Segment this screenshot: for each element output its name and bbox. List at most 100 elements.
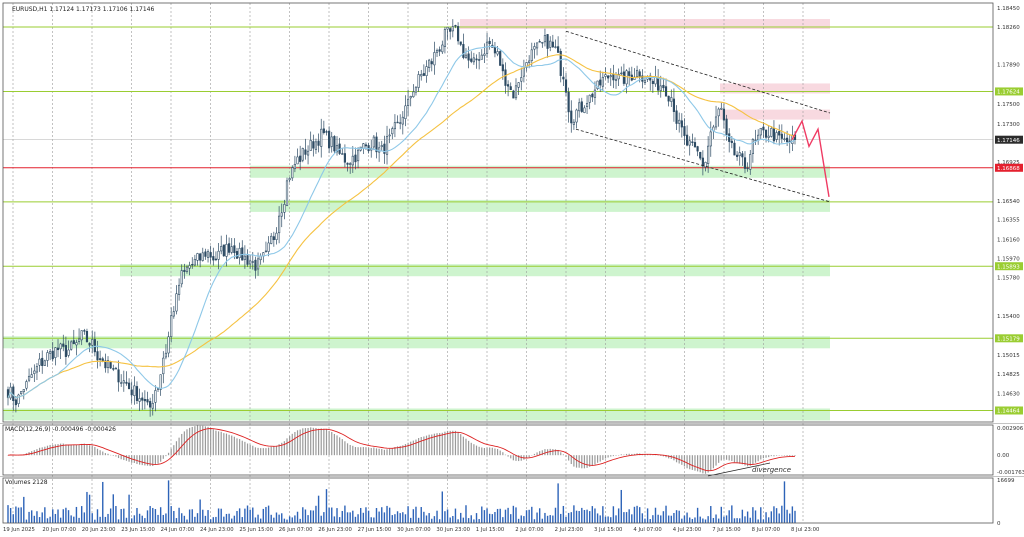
volume-bar (157, 514, 159, 523)
candle-body (778, 131, 781, 136)
macd-bar (283, 441, 285, 456)
macd-bar (267, 447, 270, 456)
volume-bar (46, 518, 49, 523)
macd-bar (720, 455, 722, 461)
volume-bar (615, 515, 617, 523)
volume-bar (394, 514, 396, 523)
candle-body (583, 107, 586, 113)
volume-bar (244, 508, 246, 523)
volume-bar (594, 508, 596, 523)
macd-bar (352, 445, 354, 456)
macd-bar (449, 430, 451, 456)
macd-bar (718, 455, 720, 463)
candle-body (93, 339, 96, 353)
volume-bar (694, 517, 696, 523)
macd-bar (702, 455, 704, 474)
candle-body (612, 74, 615, 81)
volume-bar (578, 511, 580, 523)
volume-bar (536, 512, 538, 523)
macd-bar (323, 428, 325, 456)
candle-body (528, 60, 531, 63)
volume-bar (465, 505, 467, 523)
macd-bar (523, 455, 525, 460)
candle-body (364, 144, 368, 147)
macd-bar (602, 455, 604, 460)
candle-body (754, 139, 757, 142)
volume-bar (391, 515, 393, 523)
macd-bar (67, 444, 70, 456)
volume-bar (396, 511, 399, 523)
volume-bar (746, 511, 749, 523)
volume-bar (496, 508, 499, 523)
time-tick-label: 8 Jul 23:00 (791, 527, 820, 533)
volume-bar (538, 508, 541, 523)
macd-bar (260, 448, 262, 456)
candle-body (104, 360, 107, 369)
candle-body (109, 361, 112, 369)
macd-bar (623, 454, 625, 456)
volume-bar (631, 514, 633, 523)
candle-body (172, 311, 175, 317)
macd-bar (96, 448, 99, 456)
frames-layer (0, 2, 1024, 524)
macd-bar (689, 455, 691, 470)
candle-body (451, 26, 454, 32)
volume-bar (633, 506, 636, 523)
volume-bar (686, 512, 688, 523)
volume-bar (283, 518, 286, 523)
candle-body (567, 91, 570, 113)
volume-bar (275, 512, 278, 523)
volume-bar (662, 511, 665, 523)
macd-bar (252, 445, 254, 456)
volume-bar (346, 512, 349, 523)
macd-bar (160, 455, 162, 462)
macd-bar (52, 445, 54, 456)
candle-body (786, 137, 789, 143)
volume-bar (254, 517, 257, 523)
volume-bar (349, 512, 351, 523)
macd-bar (178, 437, 180, 456)
volume-bar (288, 516, 291, 523)
candle-body (125, 381, 128, 384)
macd-bar (233, 436, 235, 456)
macd-bar (499, 450, 501, 456)
candle-body (607, 75, 610, 79)
volume-bar (357, 514, 359, 523)
macd-bar (41, 447, 43, 456)
macd-bar (212, 429, 214, 456)
candle-body (441, 44, 444, 53)
candle-body (349, 163, 352, 165)
macd-bar (62, 443, 64, 456)
candle-body (478, 59, 481, 61)
candle-body (714, 116, 718, 128)
volume-bar (181, 513, 183, 523)
macd-bar (167, 452, 170, 456)
volume-bar (223, 516, 225, 523)
volume-bar (120, 509, 122, 523)
volume-bar (315, 505, 317, 523)
channel-lower-line (575, 128, 831, 203)
volume-bar (65, 507, 67, 523)
candle-body (512, 90, 515, 99)
macd-bar (594, 455, 596, 465)
volume-bar (470, 515, 472, 523)
volume-bar (304, 509, 307, 523)
volume-bar (241, 517, 243, 523)
volume-bar (528, 509, 530, 523)
support-zone (3, 408, 830, 421)
macd-bar (246, 443, 249, 456)
volume-bar (754, 510, 757, 523)
volume-bar (62, 509, 64, 523)
volume-bar (767, 517, 770, 523)
candle-body (743, 157, 747, 169)
volume-bar (233, 515, 236, 523)
candle-body (322, 128, 325, 133)
macd-bar (375, 448, 378, 456)
volume-bar (554, 507, 557, 523)
candle-body (299, 155, 302, 162)
candle-body (120, 382, 123, 384)
macd-bar (404, 444, 407, 456)
candle-body (51, 350, 54, 360)
volume-bar (191, 509, 193, 523)
